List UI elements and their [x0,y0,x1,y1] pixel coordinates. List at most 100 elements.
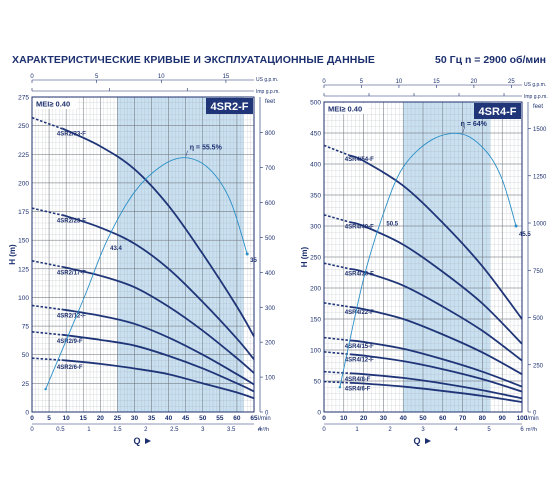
m3h-tick-label: 3 [421,427,425,433]
y-tick-label: 50 [22,352,30,359]
pump-curve-dashed [323,302,350,308]
pump-curve [349,267,523,362]
m3h-tick-label: 2 [144,427,148,433]
efficiency-end-marker [245,252,249,256]
x-tick-label: 30 [380,415,388,422]
plot-frame [323,101,523,413]
m3h-unit: m³/h [258,427,269,433]
efficiency-start-label: 43.4 [110,246,122,252]
y-tick-label: 125 [18,266,29,273]
us-gpm-tick-label: 15 [223,74,230,80]
us-gpm-tick-label: 5 [360,79,364,85]
feet-tick-label: 500 [265,236,276,242]
y-tick-label: 25 [22,381,30,388]
y-tick-label: 275 [18,95,29,102]
efficiency-start-marker [44,387,47,391]
mei-label: MEI≥ 0.40 [36,100,70,109]
efficiency-start-label: 50.5 [386,222,398,228]
x-tick-label: 55 [216,415,224,422]
x-tick-label: 50 [199,415,207,422]
pump-curve-dashed [323,214,350,223]
imp-gpm-unit: Imp g.p.m. [524,94,548,100]
pump-curve-label: 4SR2/23-F [57,219,86,225]
page-title: ХАРАКТЕРИСТИЧЕСКИЕ КРИВЫЕ И ЭКСПЛУАТАЦИО… [12,54,375,66]
y-axis-label: H (m) [300,246,309,267]
us-gpm-tick-label: 15 [433,79,440,85]
y-tick-label: 400 [310,162,321,169]
pump-curve-label: 4SR4/15-F [345,344,374,350]
m3h-tick-label: 4 [258,427,262,433]
pump-curve-label: 4SR2/9-F [57,339,83,345]
efficiency-end-label: 35 [250,258,257,264]
q-axis-label: Q [133,436,140,446]
m3h-tick-label: 5 [487,427,491,433]
pump-curve-label: 4SR2/6-F [57,365,83,371]
us-gpm-tick-label: 0 [322,79,326,85]
efficiency-curve [339,132,517,388]
y-tick-label: 225 [18,152,29,159]
feet-tick-label: 400 [265,271,276,277]
pump-curve-dashed [31,331,63,336]
us-gpm-tick-label: 5 [95,74,99,80]
x-tick-label: 45 [182,415,190,422]
feet-tick-label: 0 [265,411,269,417]
y-tick-label: 500 [310,100,321,107]
efficiency-band [117,97,244,412]
pump-curve [61,359,255,400]
chart-1: 0 5 10 15 20 25 US g.p.m.Imp g.p.m.05010015020… [300,79,548,446]
m3h-tick-label: 3.5 [227,427,236,433]
pump-curve-dashed [323,144,351,157]
pump-curve-label: 4SR2/17-F [57,271,86,277]
pump-curve-dashed [323,262,350,270]
x-tick-label: 100 [517,415,528,422]
m3h-tick-label: 1 [87,427,91,433]
x-tick-label: 40 [400,415,408,422]
pump-curve-label: 4SR4/8-F [345,377,371,383]
x-tick-label: 10 [63,415,71,422]
x-tick-label: 90 [499,415,507,422]
efficiency-start-marker [338,386,342,389]
m3h-tick-label: 6 [520,427,524,433]
pump-curve-dashed [323,336,350,342]
pump-curve-label: 4SR4/54-F [345,157,374,163]
m3h-tick-label: 2.5 [170,427,179,433]
y-tick-label: 150 [18,238,29,245]
feet-tick-label: 800 [265,131,276,137]
efficiency-peak-label: η = 64% [461,121,488,128]
pump-curve-dashed [31,207,63,217]
model-box [474,103,521,119]
us-gpm-tick-label: 25 [508,79,515,85]
m3h-tick-label: 0 [30,427,34,433]
pump-curve [349,353,523,393]
page-subtitle: 50 Гц n = 2900 об/мин [435,54,546,66]
y-tick-label: 0 [25,410,29,417]
feet-tick-label: 200 [265,341,276,347]
x-tick-label: 40 [165,415,173,422]
m3h-unit: m³/h [526,427,537,433]
m3h-tick-label: 4 [454,427,458,433]
x-tick-label: 70 [459,415,467,422]
pump-curve [61,308,255,386]
feet-tick-label: 600 [265,201,276,207]
pump-curve [61,214,255,360]
x-tick-label: 15 [80,415,88,422]
y-tick-label: 350 [310,193,321,200]
pump-curve-label: 4SR4/22-F [345,310,374,316]
y-tick-label: 100 [310,348,321,355]
efficiency-curve [45,157,248,390]
feet-tick-label: 750 [533,269,544,275]
m3h-tick-label: 0 [322,427,326,433]
y-tick-label: 150 [310,317,321,324]
pump-curve-dashed [31,357,63,362]
pump-curve [61,127,255,337]
feet-tick-label: 700 [265,166,276,172]
y-tick-label: 50 [314,379,322,386]
efficiency-end-marker [514,224,518,228]
us-gpm-tick-label: 0 [30,74,34,80]
x-tick-label: 10 [340,415,348,422]
y-tick-label: 300 [310,224,321,231]
x-tick-label: 80 [479,415,487,422]
y-tick-label: 0 [317,410,321,417]
pump-curve-label: 4SR2/12-F [57,314,86,320]
x-tick-label: 35 [148,415,156,422]
